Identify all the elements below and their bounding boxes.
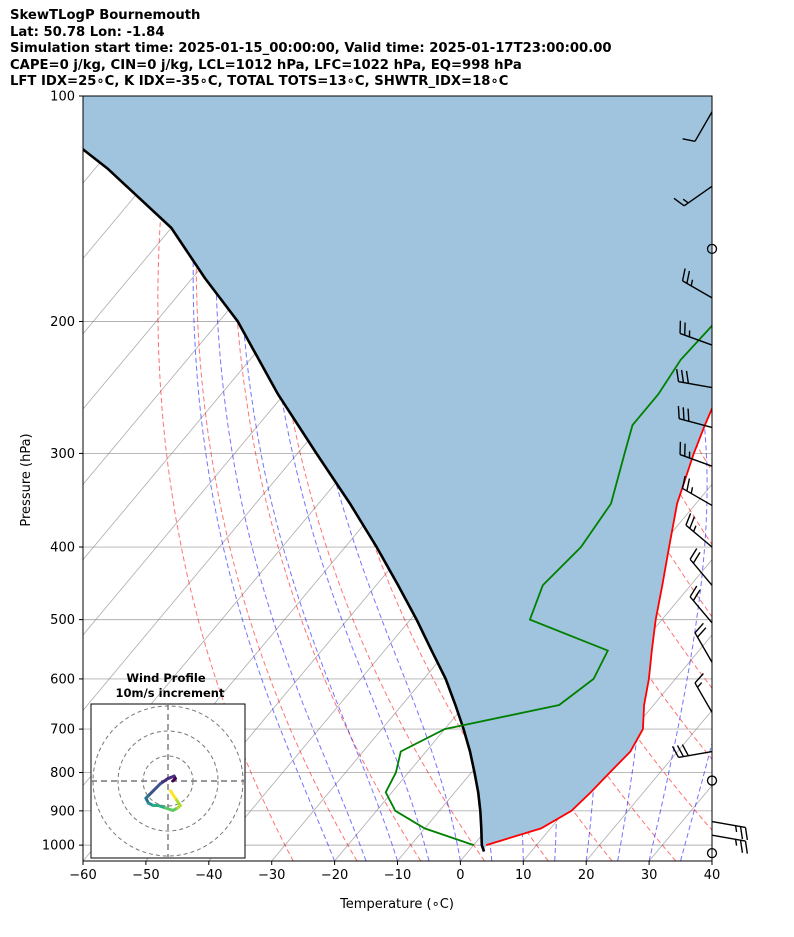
hodograph-segment xyxy=(168,789,177,800)
title-cape-indices: CAPE=0 j/kg, CIN=0 j/kg, LCL=1012 hPa, L… xyxy=(10,57,522,73)
y-tick-label: 700 xyxy=(50,723,75,738)
x-tick-label: 10 xyxy=(515,868,532,883)
x-axis-ticks: −60 −50 −40 −30 −20 −10 0 10 20 30 40 xyxy=(69,861,720,883)
wind-barb xyxy=(694,673,713,713)
wind-barb xyxy=(675,369,713,389)
wind-barb xyxy=(711,820,749,841)
wind-barb xyxy=(689,548,713,586)
moist-adiabat xyxy=(238,96,398,861)
wind-barb xyxy=(679,441,713,467)
title-coordinates: Lat: 50.78 Lon: -1.84 xyxy=(10,24,165,40)
y-axis-ticks: 100 200 300 400 500 600 700 800 900 1000 xyxy=(42,90,83,854)
dry-adiabat xyxy=(759,96,794,861)
x-axis-label: Temperature (∘C) xyxy=(339,897,454,912)
y-tick-label: 200 xyxy=(50,315,75,330)
y-tick-label: 100 xyxy=(50,90,75,105)
cape-cin-fill xyxy=(83,96,712,852)
dry-adiabat xyxy=(726,96,794,861)
inset-title: Wind Profile xyxy=(126,671,206,685)
x-tick-label: −40 xyxy=(195,868,222,883)
wind-barb xyxy=(677,406,713,429)
wind-barb xyxy=(681,475,713,507)
y-tick-label: 300 xyxy=(50,447,75,462)
moist-adiabat xyxy=(620,96,708,861)
isotherm xyxy=(83,96,219,259)
hodograph-ring xyxy=(117,730,219,832)
x-tick-label: −50 xyxy=(132,868,159,883)
wind-barb xyxy=(682,111,713,143)
wind-barb xyxy=(685,513,713,548)
temperature-line xyxy=(485,406,712,846)
dewpoint-line xyxy=(384,324,712,846)
x-tick-label: 0 xyxy=(456,868,464,883)
hodograph-segment xyxy=(151,781,163,793)
wind-barb xyxy=(671,744,713,759)
wind-barb xyxy=(673,185,713,207)
wind-barbs xyxy=(671,111,749,859)
wind-barb xyxy=(694,622,713,663)
isotherm xyxy=(711,860,712,861)
isotherm xyxy=(83,96,94,109)
title-times: Simulation start time: 2025-01-15_00:00:… xyxy=(10,41,612,56)
x-tick-label: −30 xyxy=(258,868,285,883)
x-tick-label: −20 xyxy=(321,868,348,883)
wind-barb xyxy=(711,834,749,854)
title-stability-indices: LFT IDX=25∘C, K IDX=-35∘C, TOTAL TOTS=13… xyxy=(10,74,509,89)
cape-cin-area xyxy=(83,96,712,852)
y-tick-label: 1000 xyxy=(42,839,75,854)
x-tick-label: 20 xyxy=(578,868,595,883)
moist-adiabat xyxy=(264,96,430,861)
moist-adiabat xyxy=(192,96,336,861)
wind-barb xyxy=(689,585,713,624)
x-tick-label: −60 xyxy=(69,868,96,883)
hodograph-inset: Wind Profile 10m/s increment xyxy=(90,671,246,859)
y-tick-label: 800 xyxy=(50,766,75,781)
x-tick-label: 30 xyxy=(641,868,658,883)
isotherm xyxy=(585,709,712,861)
chart-title-block: SkewTLogP Bournemouth Lat: 50.78 Lon: -1… xyxy=(10,8,612,91)
wind-barb xyxy=(679,320,713,346)
x-tick-label: −10 xyxy=(384,868,411,883)
y-tick-label: 500 xyxy=(50,613,75,628)
wind-barb xyxy=(681,268,713,299)
y-tick-label: 600 xyxy=(50,672,75,687)
moist-adiabat xyxy=(215,96,367,861)
moist-adiabat xyxy=(711,859,712,861)
y-axis-label: Pressure (hPa) xyxy=(19,433,34,526)
dry-adiabat xyxy=(157,96,294,861)
dry-adiabat xyxy=(195,96,358,861)
inset-subtitle: 10m/s increment xyxy=(116,686,225,700)
y-tick-label: 900 xyxy=(50,804,75,819)
title-station: SkewTLogP Bournemouth xyxy=(10,8,201,23)
profile-series xyxy=(83,147,712,853)
x-tick-label: 40 xyxy=(704,868,721,883)
dry-adiabat xyxy=(232,96,422,861)
parcel-path-line xyxy=(83,147,486,853)
y-tick-label: 400 xyxy=(50,541,75,556)
